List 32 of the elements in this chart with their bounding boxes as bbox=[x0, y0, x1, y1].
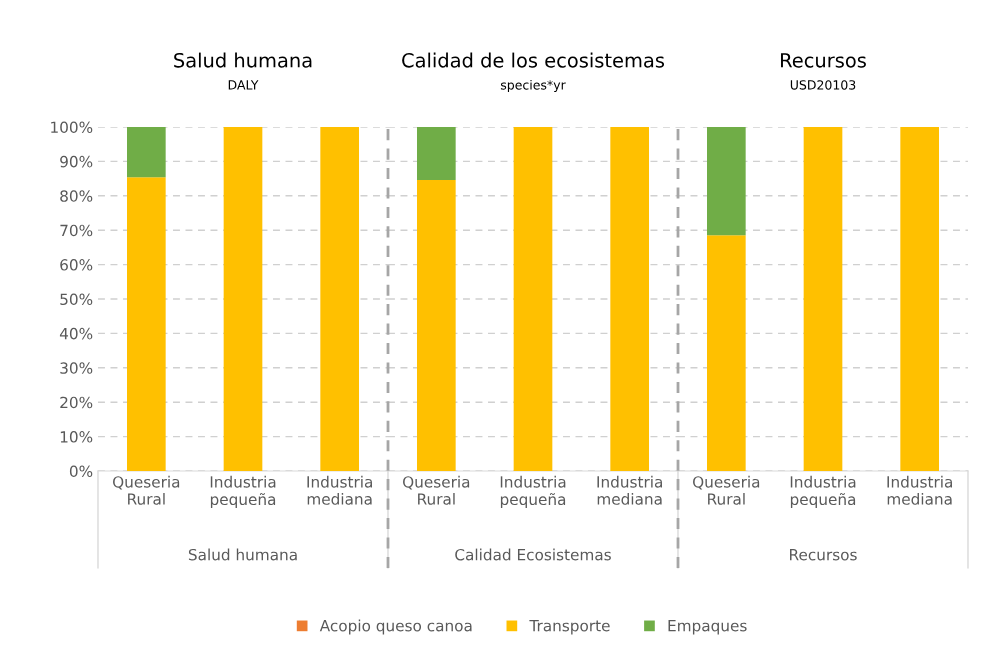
x-axis-title: Salud humana bbox=[188, 548, 297, 561]
legend-label: Acopio queso canoa bbox=[319, 619, 472, 635]
y-tick-label: 10% bbox=[60, 431, 93, 443]
chart-subtitle: DALY bbox=[228, 80, 259, 90]
chart-subtitle: species*yr bbox=[500, 79, 566, 93]
y-tick-label: 60% bbox=[60, 259, 93, 271]
y-tick-label: 50% bbox=[60, 293, 93, 306]
chart-subtitle: USD20103 bbox=[790, 80, 856, 90]
x-tick-label: Queseria Rural bbox=[113, 475, 180, 505]
y-tick-label: 30% bbox=[60, 362, 93, 374]
y-tick-label: 90% bbox=[60, 155, 93, 168]
x-axis-title: Calidad Ecosistemas bbox=[455, 548, 611, 561]
y-tick-label: 0% bbox=[69, 465, 93, 478]
y-tick-label: 40% bbox=[59, 327, 93, 340]
x-tick-label: Industria mediana bbox=[307, 475, 372, 505]
x-tick-label: Queseria Rural bbox=[403, 475, 470, 505]
x-tick-label: Industria pequeña bbox=[790, 475, 856, 509]
chart-title: Salud humana bbox=[174, 52, 312, 68]
legend-label: Empaques bbox=[668, 620, 747, 635]
x-tick-label: Industria pequeña bbox=[210, 475, 276, 509]
x-axis-title: Recursos bbox=[790, 549, 857, 561]
x-tick-label: Queseria Rural bbox=[693, 475, 760, 505]
y-tick-label: 100% bbox=[51, 121, 93, 134]
x-tick-label: Industria mediana bbox=[887, 475, 952, 505]
y-tick-label: 20% bbox=[60, 396, 93, 409]
chart-title: Calidad de los ecosistemas bbox=[402, 52, 665, 68]
chart-title: Recursos bbox=[781, 53, 866, 68]
y-tick-label: 80% bbox=[60, 190, 93, 202]
x-tick-label: Industria mediana bbox=[597, 475, 662, 505]
y-tick-label: 70% bbox=[60, 224, 93, 237]
legend-label: Transporte bbox=[529, 620, 610, 635]
x-tick-label: Industria pequeña bbox=[500, 475, 566, 509]
